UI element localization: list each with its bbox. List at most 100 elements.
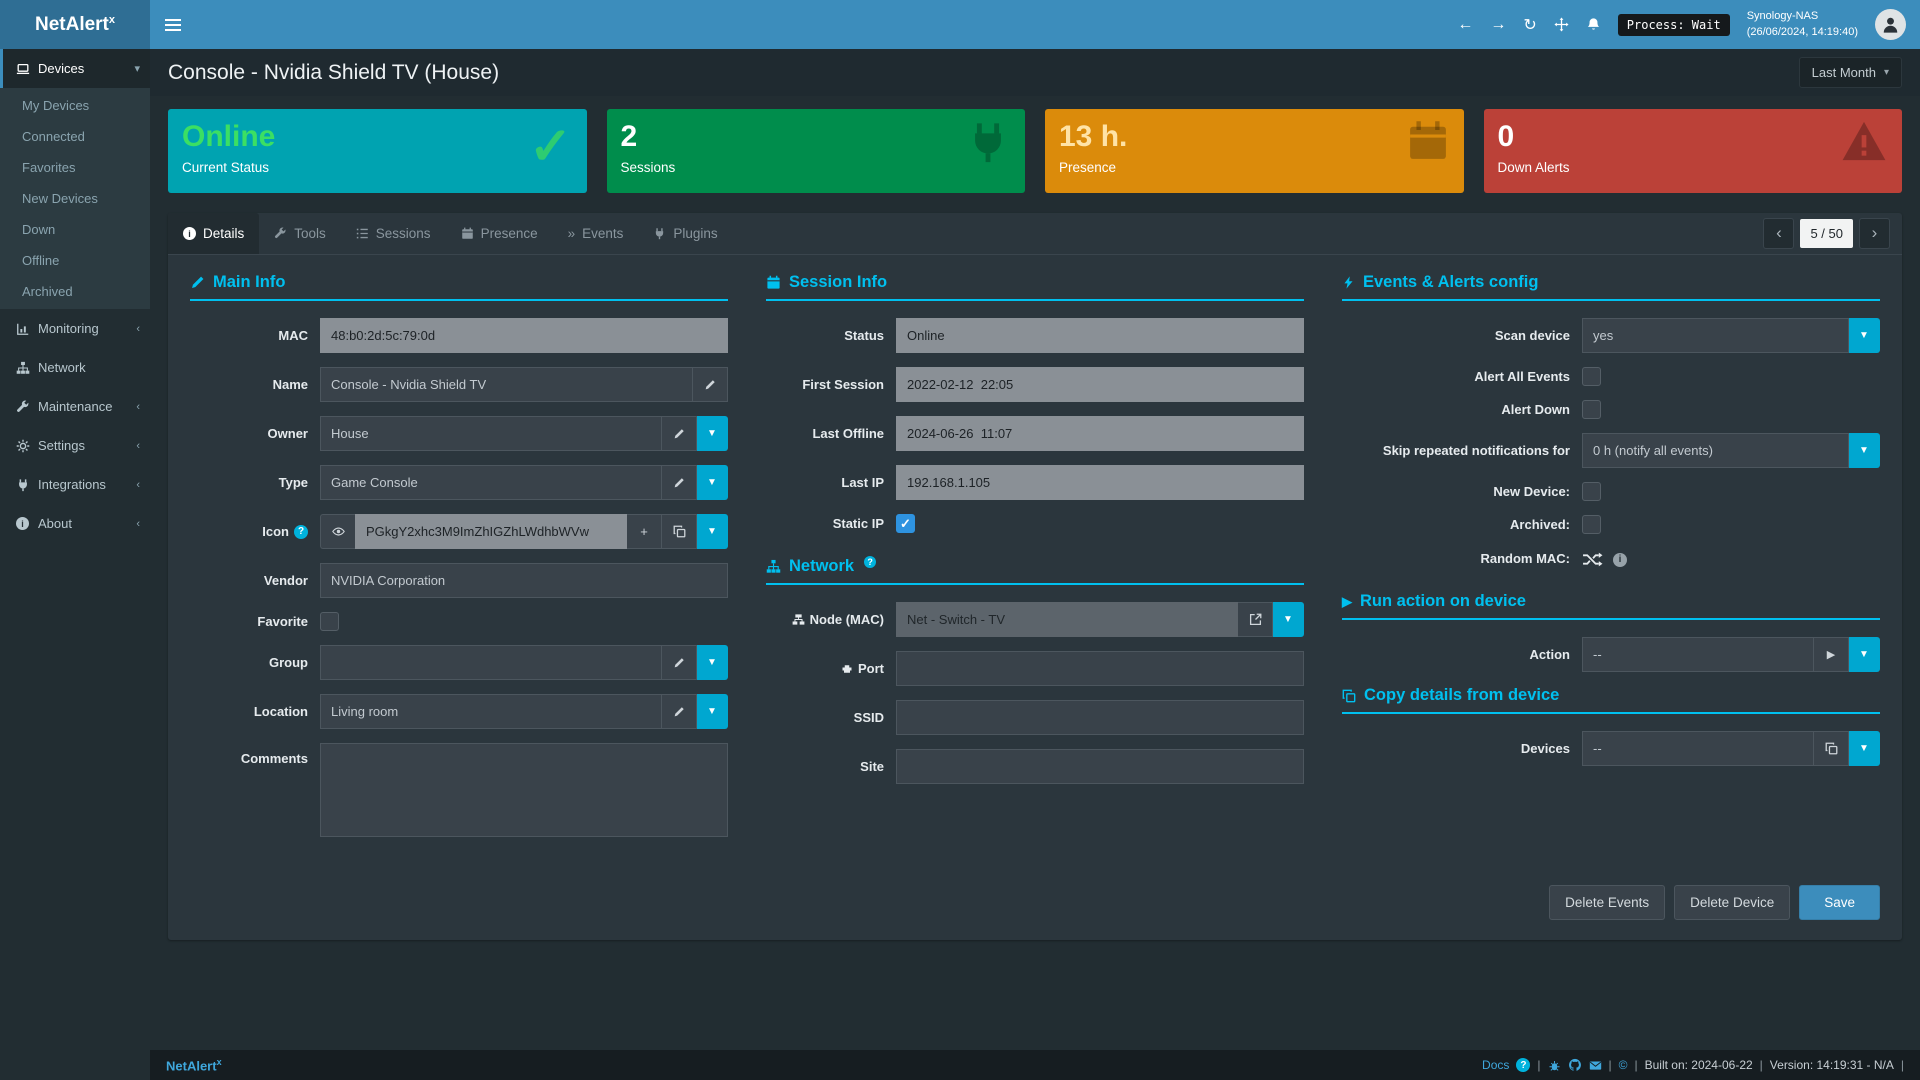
card-value: 0: [1497, 120, 1515, 153]
sidebar-subitem-archived[interactable]: Archived: [22, 284, 73, 299]
app-logo[interactable]: NetAlert x: [0, 0, 150, 49]
sidebar-subitem-connected[interactable]: Connected: [22, 129, 85, 144]
user-avatar[interactable]: [1875, 9, 1906, 40]
edit-type-button[interactable]: [662, 465, 697, 500]
new-device-label: New Device:: [1493, 484, 1570, 499]
edit-location-button[interactable]: [662, 694, 697, 729]
time-range-select[interactable]: Last Month ▾: [1798, 57, 1902, 88]
type-dropdown-button[interactable]: ▼: [697, 465, 728, 500]
open-node-button[interactable]: [1238, 602, 1273, 637]
github-icon[interactable]: [1568, 1058, 1582, 1072]
help-icon[interactable]: ?: [864, 555, 877, 568]
alert-all-events-field-row: Alert All Events: [1342, 367, 1880, 386]
sitemap-icon: [15, 361, 30, 375]
edit-name-button[interactable]: [693, 367, 728, 402]
last-offline-label: Last Offline: [812, 426, 884, 441]
static-ip-checkbox[interactable]: ✓: [896, 514, 915, 533]
sidebar-item-maintenance[interactable]: Maintenance ‹: [0, 387, 150, 426]
notifications-bell-icon[interactable]: [1586, 17, 1601, 32]
tab-sessions[interactable]: Sessions: [341, 213, 446, 254]
first-session-label: First Session: [802, 377, 884, 392]
docs-link[interactable]: Docs: [1482, 1058, 1510, 1072]
node-dropdown-button[interactable]: ▼: [1273, 602, 1304, 637]
action-select[interactable]: --: [1582, 637, 1814, 672]
sidebar-toggle-icon[interactable]: [150, 0, 196, 49]
tab-events[interactable]: » Events: [553, 213, 639, 254]
mail-icon[interactable]: [1589, 1059, 1602, 1072]
sidebar-item-integrations[interactable]: Integrations ‹: [0, 465, 150, 504]
new-device-checkbox[interactable]: [1582, 482, 1601, 501]
site-input[interactable]: [896, 749, 1304, 784]
action-dropdown-button[interactable]: ▼: [1849, 637, 1880, 672]
scan-device-dropdown-button[interactable]: ▼: [1849, 318, 1880, 353]
icon-preview-button[interactable]: [320, 514, 355, 549]
save-button[interactable]: Save: [1799, 885, 1880, 920]
next-device-button[interactable]: ›: [1859, 218, 1890, 249]
ssid-input[interactable]: [896, 700, 1304, 735]
copy-devices-dropdown-button[interactable]: ▼: [1849, 731, 1880, 766]
bug-report-icon[interactable]: [1548, 1059, 1561, 1072]
comments-textarea[interactable]: [320, 743, 728, 837]
location-input[interactable]: Living room: [320, 694, 662, 729]
chart-icon: [15, 322, 30, 336]
sidebar-subitem-favorites[interactable]: Favorites: [22, 160, 76, 175]
alert-down-checkbox[interactable]: [1582, 400, 1601, 419]
nav-move-icon[interactable]: [1554, 17, 1569, 32]
mac-field-row: MAC 48:b0:2d:5c:79:0d: [190, 318, 728, 353]
run-action-button[interactable]: ▶: [1814, 637, 1849, 672]
port-input[interactable]: [896, 651, 1304, 686]
tab-presence[interactable]: Presence: [446, 213, 553, 254]
edit-owner-button[interactable]: [662, 416, 697, 451]
delete-device-button[interactable]: Delete Device: [1674, 885, 1791, 920]
sidebar-item-network[interactable]: Network: [0, 348, 150, 387]
nav-refresh-icon[interactable]: ↻: [1523, 16, 1537, 34]
prev-device-button[interactable]: ‹: [1763, 218, 1795, 249]
sidebar-subitem-my-devices[interactable]: My Devices: [22, 98, 90, 113]
group-field-row: Group ▼: [190, 645, 728, 680]
sidebar-item-settings[interactable]: Settings ‹: [0, 426, 150, 465]
tab-plugins[interactable]: Plugins: [638, 213, 732, 254]
sidebar-item-monitoring[interactable]: Monitoring ‹: [0, 309, 150, 348]
location-dropdown-button[interactable]: ▼: [697, 694, 728, 729]
owner-field-row: Owner House ▼: [190, 416, 728, 451]
group-input[interactable]: [320, 645, 662, 680]
pager-position: 5 / 50: [1800, 219, 1853, 248]
owner-input[interactable]: House: [320, 416, 662, 451]
tab-details[interactable]: i Details: [168, 213, 260, 254]
add-icon-button[interactable]: +: [627, 514, 662, 549]
help-icon[interactable]: ?: [294, 524, 308, 539]
footer-brand[interactable]: NetAlertx: [166, 1056, 222, 1074]
alert-all-events-checkbox[interactable]: [1582, 367, 1601, 386]
archived-checkbox[interactable]: [1582, 515, 1601, 534]
vendor-label: Vendor: [263, 573, 308, 588]
list-icon: [356, 227, 369, 240]
copy-from-device-button[interactable]: [1814, 731, 1849, 766]
nav-back-icon[interactable]: ←: [1457, 15, 1474, 33]
skip-notifications-select[interactable]: 0 h (notify all events): [1582, 433, 1849, 468]
archived-label: Archived:: [1510, 517, 1570, 532]
sidebar-item-devices[interactable]: Devices ▾: [0, 49, 150, 88]
sidebar-subitem-new-devices[interactable]: New Devices: [22, 191, 98, 206]
sitemap-icon: [766, 559, 781, 574]
chevron-down-icon: ▾: [1883, 67, 1889, 78]
skip-notifications-dropdown-button[interactable]: ▼: [1849, 433, 1880, 468]
sidebar-subitem-offline[interactable]: Offline: [22, 253, 60, 268]
copy-devices-select[interactable]: --: [1582, 731, 1814, 766]
edit-group-button[interactable]: [662, 645, 697, 680]
owner-dropdown-button[interactable]: ▼: [697, 416, 728, 451]
info-icon[interactable]: i: [1613, 552, 1627, 567]
copy-icon-button[interactable]: [662, 514, 697, 549]
nav-forward-icon[interactable]: →: [1490, 15, 1507, 33]
vendor-input[interactable]: NVIDIA Corporation: [320, 563, 728, 598]
group-dropdown-button[interactable]: ▼: [697, 645, 728, 680]
tab-tools[interactable]: Tools: [259, 213, 341, 254]
icon-dropdown-button[interactable]: ▼: [697, 514, 728, 549]
sidebar-subitem-down[interactable]: Down: [22, 222, 56, 237]
type-input[interactable]: Game Console: [320, 465, 662, 500]
help-icon[interactable]: ?: [1516, 1058, 1531, 1072]
sidebar-item-about[interactable]: i About ‹: [0, 504, 150, 543]
favorite-checkbox[interactable]: [320, 612, 339, 631]
scan-device-select[interactable]: yes: [1582, 318, 1849, 353]
name-input[interactable]: Console - Nvidia Shield TV: [320, 367, 693, 402]
delete-events-button[interactable]: Delete Events: [1549, 885, 1666, 920]
